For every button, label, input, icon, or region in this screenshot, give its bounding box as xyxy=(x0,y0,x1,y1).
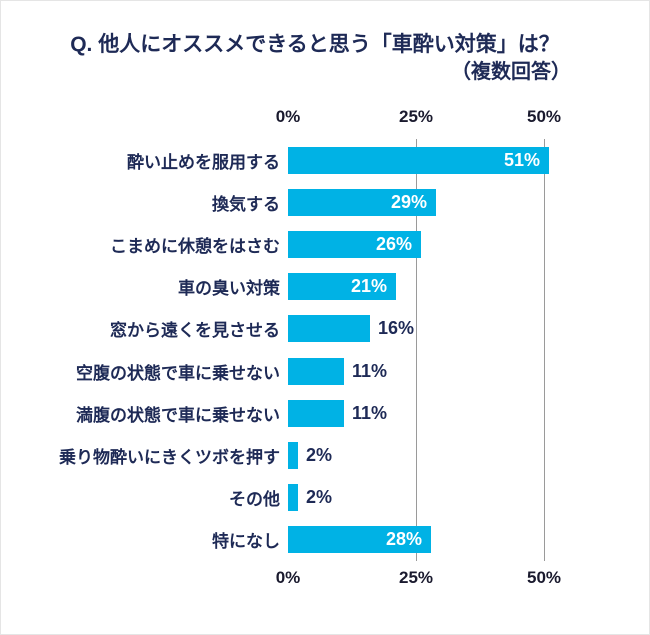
top-axis-tick-50: 50% xyxy=(526,107,562,126)
gridlines xyxy=(288,139,650,561)
bar xyxy=(288,484,298,512)
bar-area: 2% xyxy=(288,484,650,512)
bar xyxy=(288,526,431,554)
value-label: 29% xyxy=(390,191,427,212)
category-label: その他 xyxy=(229,490,280,510)
top-axis: 0% 25% 50% xyxy=(1,107,650,129)
category-label: 換気する xyxy=(212,194,280,214)
bar-area: 2% xyxy=(288,442,650,470)
chart-row: 酔い止めを服用する 51% xyxy=(1,139,650,181)
category-label: 空腹の状態で車に乗せない xyxy=(76,363,280,383)
chart-area: 酔い止めを服用する 51% 換気する 29% こまめに休憩をはさむ 26% 車の臭い対策 21… xyxy=(1,139,650,561)
value-label: 2% xyxy=(306,487,333,508)
chart-title: Q. 他人にオススメできると思う「車酔い対策」は？ （複数回答） xyxy=(1,31,629,86)
value-label: 2% xyxy=(306,445,333,466)
bottom-axis: 0% 25% 50% xyxy=(1,568,650,590)
bottom-axis-tick-0: 0% xyxy=(275,568,301,587)
chart-row: 乗り物酔いにきくツボを押す 2% xyxy=(1,434,650,476)
chart-title-line2: （複数回答） xyxy=(451,61,571,84)
value-label: 21% xyxy=(350,276,387,297)
bar-area: 29% xyxy=(288,188,650,216)
bar-area: 16% xyxy=(288,315,650,343)
category-label: 特になし xyxy=(212,532,280,552)
category-label: こまめに休憩をはさむ xyxy=(110,237,280,256)
top-axis-tick-25: 25% xyxy=(398,107,434,126)
bar-area: 11% xyxy=(288,399,650,427)
value-label: 51% xyxy=(503,149,540,170)
category-label: 窓から遠くを見させる xyxy=(110,321,280,341)
bar xyxy=(288,357,344,385)
bar xyxy=(288,188,436,216)
top-axis-tick-0: 0% xyxy=(275,107,301,126)
bar xyxy=(288,399,344,427)
bar xyxy=(288,231,421,258)
bar-area: 21% xyxy=(288,273,650,301)
chart-row: こまめに休憩をはさむ 26% xyxy=(1,223,650,265)
value-label: 11% xyxy=(352,402,388,423)
bar xyxy=(288,315,370,343)
chart-row: 特になし 28% xyxy=(1,519,650,561)
bar xyxy=(288,146,549,174)
bar-area: 26% xyxy=(288,231,650,258)
chart-row: 車の臭い対策 21% xyxy=(1,266,650,308)
gridline-50 xyxy=(544,139,545,561)
chart-row: 満腹の状態で車に乗せない 11% xyxy=(1,392,650,434)
value-label: 28% xyxy=(385,529,422,550)
category-label: 乗り物酔いにきくツボを押す xyxy=(59,448,280,468)
value-label: 11% xyxy=(352,360,388,381)
bar-area: 51% xyxy=(288,146,650,174)
value-label: 16% xyxy=(378,318,415,339)
chart-row: 窓から遠くを見させる 16% xyxy=(1,308,650,350)
rows: 酔い止めを服用する 51% 換気する 29% こまめに休憩をはさむ 26% 車の臭い対策 21… xyxy=(1,139,650,561)
value-label: 26% xyxy=(375,234,412,254)
chart-row: その他 2% xyxy=(1,477,650,519)
category-label: 車の臭い対策 xyxy=(178,279,280,299)
bar-area: 11% xyxy=(288,357,650,385)
bar xyxy=(288,273,396,301)
bar-area: 28% xyxy=(288,526,650,554)
chart-row: 換気する 29% xyxy=(1,181,650,223)
chart-title-line1: Q. 他人にオススメできると思う「車酔い対策」は？ xyxy=(70,33,560,56)
bar xyxy=(288,442,298,470)
gridline-25 xyxy=(416,139,417,561)
bottom-axis-tick-25: 25% xyxy=(398,568,434,587)
category-label: 酔い止めを服用する xyxy=(127,152,280,172)
category-label: 満腹の状態で車に乗せない xyxy=(76,405,280,425)
chart-row: 空腹の状態で車に乗せない 11% xyxy=(1,350,650,392)
bottom-axis-tick-50: 50% xyxy=(526,568,562,587)
